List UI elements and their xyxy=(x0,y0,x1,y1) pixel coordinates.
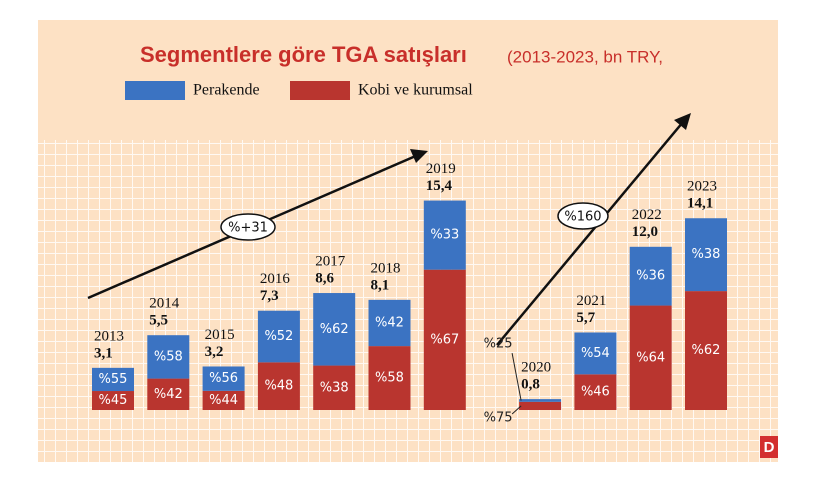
total-label: 5,5 xyxy=(149,313,168,329)
bar-segment xyxy=(519,401,562,410)
value-label: %33 xyxy=(430,228,459,243)
value-label: %25 xyxy=(484,337,513,352)
x-label: 2019 xyxy=(426,161,456,177)
x-label: 2023 xyxy=(687,179,717,195)
bar-segment xyxy=(574,332,617,375)
leader-line xyxy=(511,405,522,415)
bar-segment xyxy=(257,362,300,410)
total-label: 7,3 xyxy=(260,288,279,304)
bar-segment xyxy=(313,293,356,366)
value-label: %44 xyxy=(209,393,238,408)
value-label: %64 xyxy=(636,350,665,365)
logo-box xyxy=(760,436,778,458)
x-label: 2017 xyxy=(315,253,346,269)
x-label: 2018 xyxy=(371,260,401,276)
x-label: 2021 xyxy=(576,293,606,309)
total-label: 12,0 xyxy=(632,224,658,240)
x-label: 2013 xyxy=(94,328,124,344)
arrow-head xyxy=(674,113,691,130)
value-label: %36 xyxy=(636,269,665,284)
x-label: 2015 xyxy=(205,327,235,343)
value-label: %75 xyxy=(484,411,513,426)
legend-label: Perakende xyxy=(193,82,260,99)
bar-segment xyxy=(685,218,727,292)
bar-segment xyxy=(147,335,190,379)
arrow-head xyxy=(410,149,428,163)
total-label: 14,1 xyxy=(687,196,713,212)
total-label: 3,2 xyxy=(205,344,224,360)
legend-swatch xyxy=(125,81,185,100)
value-label: %42 xyxy=(154,387,183,402)
bar-segment xyxy=(313,365,356,410)
bar-segment xyxy=(423,269,466,410)
x-label: 2014 xyxy=(149,296,180,312)
bar-segment xyxy=(368,299,411,347)
annotation: %+31 xyxy=(228,221,268,236)
total-label: 8,1 xyxy=(371,277,390,293)
total-label: 8,6 xyxy=(315,270,334,286)
annotation-bubble xyxy=(557,202,609,230)
value-label: %54 xyxy=(581,346,610,361)
bar-segment xyxy=(92,367,134,392)
value-label: %48 xyxy=(264,379,293,394)
value-label: %42 xyxy=(375,315,404,330)
bar-segment xyxy=(202,366,245,391)
total-label: 15,4 xyxy=(426,178,453,194)
leader-line xyxy=(511,353,522,401)
bar-segment xyxy=(629,246,672,306)
bar-segment xyxy=(147,378,190,410)
chart-title: Segmentlere göre TGA satışları xyxy=(140,42,467,67)
value-label: %56 xyxy=(209,371,238,386)
value-label: %55 xyxy=(99,372,128,387)
value-label: %38 xyxy=(692,247,721,262)
bar-segment xyxy=(368,346,411,410)
value-label: %52 xyxy=(264,329,293,344)
legend-label: Kobi ve kurumsal xyxy=(358,82,473,99)
logo: D xyxy=(764,439,775,456)
value-label: %58 xyxy=(375,371,404,386)
value-label: %45 xyxy=(99,393,128,408)
value-label: %62 xyxy=(692,343,721,358)
value-label: %67 xyxy=(430,332,459,347)
annotation-bubble xyxy=(220,213,276,241)
bar-segment xyxy=(202,390,245,410)
x-label: 2022 xyxy=(632,207,662,223)
bar-segment xyxy=(629,305,672,410)
arrow xyxy=(496,121,684,346)
legend-swatch xyxy=(290,81,350,100)
value-label: %58 xyxy=(154,349,183,364)
bar-segment xyxy=(574,374,617,410)
bar-segment xyxy=(92,391,134,410)
annotation: %160 xyxy=(564,210,601,225)
bar-segment xyxy=(519,399,562,402)
value-label: %46 xyxy=(581,385,610,400)
x-label: 2020 xyxy=(521,360,551,376)
total-label: 3,1 xyxy=(94,345,113,361)
total-label: 0,8 xyxy=(521,377,540,393)
legend: Perakende Kobi ve kurumsal xyxy=(125,81,473,100)
chart-subtitle: (2013-2023, bn TRY, xyxy=(507,47,663,66)
bar-segment xyxy=(257,310,300,363)
bar-segment xyxy=(685,291,727,410)
total-label: 5,7 xyxy=(576,310,595,326)
x-label: 2016 xyxy=(260,271,291,287)
bar-segment xyxy=(423,200,466,270)
value-label: %62 xyxy=(320,322,349,337)
value-label: %38 xyxy=(320,380,349,395)
